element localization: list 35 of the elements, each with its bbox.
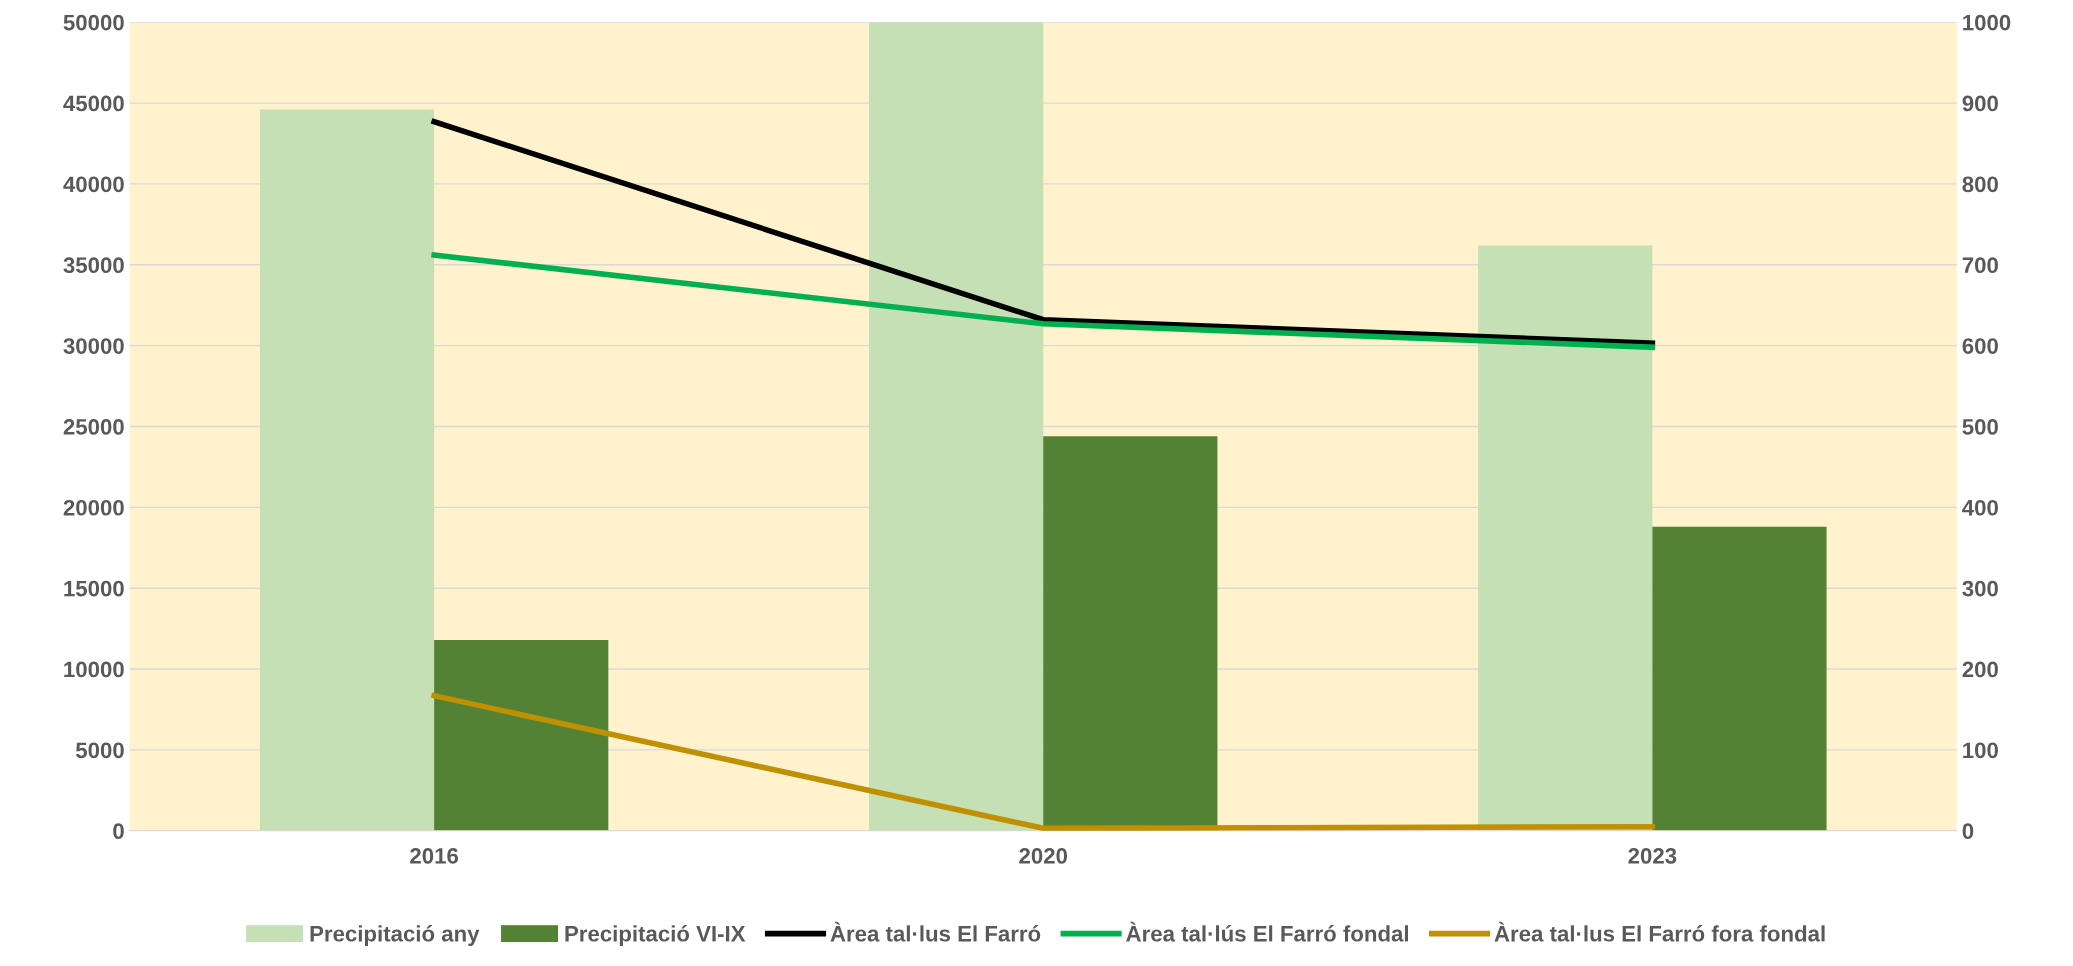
legend-label: Àrea tal·lus El Farró fora fondal [1494, 921, 1825, 942]
y-tick-label: 10000 [64, 661, 124, 678]
y2-tick-label: 200 [1962, 661, 1998, 678]
y-tick-label: 30000 [63, 338, 124, 354]
y2-tick-label: 800 [1962, 176, 1998, 193]
y-tick-label: 15000 [64, 580, 124, 597]
bar [259, 109, 435, 831]
y-tick-label: 40000 [63, 176, 124, 193]
legend-label: Àrea tal·lús El Farró fondal [1126, 921, 1408, 942]
y2-tick-label: 500 [1962, 419, 1998, 435]
y-tick-label: 20000 [63, 499, 124, 516]
bar [1652, 526, 1827, 831]
bar [434, 639, 609, 831]
x-tick-label: 2016 [410, 848, 459, 864]
y-tick-label: 45000 [63, 95, 124, 112]
bar [1478, 245, 1653, 831]
bar [869, 22, 1044, 831]
y2-tick-label: 400 [1962, 499, 1998, 516]
y2-tick-label: 1000 [1963, 14, 2011, 31]
y2-tick-label: 700 [1962, 257, 1998, 274]
y-tick-label: 0 [113, 823, 124, 840]
x-tick-label: 2020 [1019, 848, 1068, 864]
y-tick-label: 35000 [63, 257, 124, 274]
y2-tick-label: 600 [1962, 338, 1998, 354]
y-tick-label: 50000 [63, 14, 124, 31]
y2-tick-label: 0 [1962, 823, 1974, 840]
y2-tick-label: 100 [1963, 742, 1998, 759]
x-tick-label: 2023 [1628, 848, 1677, 864]
legend-label: Àrea tal·lus El Farró [830, 921, 1041, 942]
legend-label: Precipitació VI-IX [565, 925, 746, 946]
y2-tick-label: 300 [1962, 580, 1998, 597]
y2-tick-label: 900 [1962, 95, 1998, 112]
y-tick-label: 5000 [75, 742, 124, 759]
legend-label: Precipitació any [310, 925, 480, 946]
y-tick-label: 25000 [63, 419, 124, 435]
